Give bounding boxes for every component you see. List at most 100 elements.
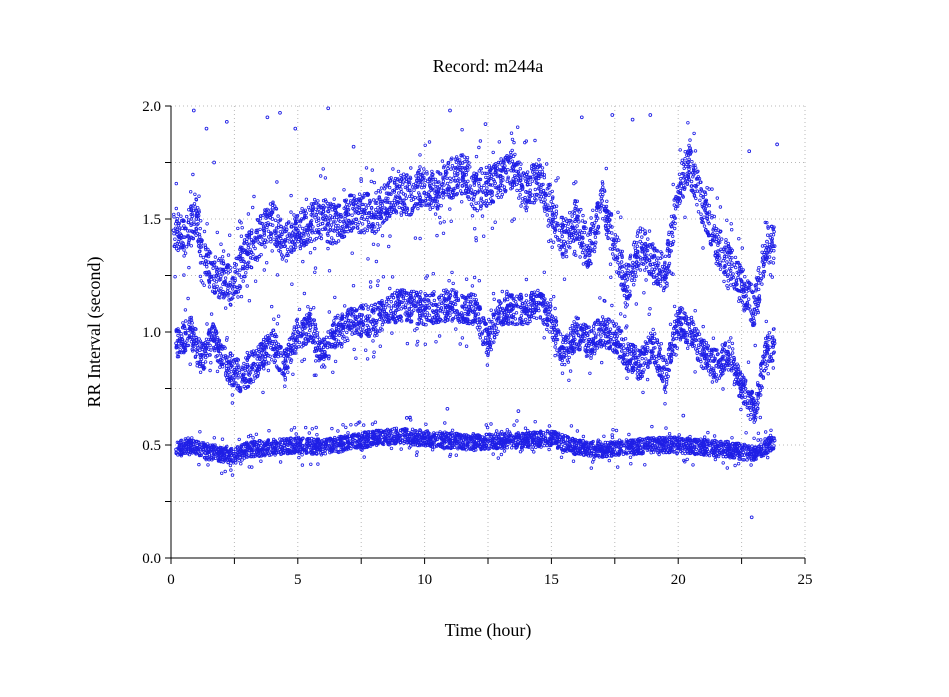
data-point [407, 307, 411, 312]
data-point [379, 316, 383, 320]
data-point [246, 434, 251, 439]
data-point [432, 298, 437, 303]
data-point [323, 365, 327, 369]
data-point [598, 445, 602, 449]
data-point [591, 444, 596, 448]
data-point [437, 431, 442, 436]
data-point [230, 473, 235, 477]
data-point [381, 275, 386, 279]
data-point [492, 328, 497, 333]
data-point [315, 444, 319, 448]
data-point [769, 428, 773, 432]
data-point [491, 452, 495, 456]
data-point [345, 336, 349, 340]
data-point [756, 431, 761, 435]
data-point [592, 457, 596, 462]
data-point [736, 462, 741, 466]
data-point [536, 288, 540, 293]
data-point [419, 319, 424, 323]
data-point [491, 291, 496, 296]
data-point [372, 355, 376, 359]
data-point [271, 328, 276, 332]
data-point [356, 421, 360, 425]
data-point [581, 434, 586, 439]
data-point [254, 432, 259, 436]
data-point [512, 423, 516, 427]
data-point [370, 303, 374, 308]
data-point [705, 444, 709, 448]
data-point [430, 316, 435, 320]
data-point [506, 442, 510, 447]
data-point [183, 308, 188, 312]
data-point [403, 306, 407, 310]
data-point [514, 300, 518, 304]
data-point [259, 351, 264, 355]
data-point [458, 342, 462, 346]
data-point [464, 448, 468, 452]
data-point [480, 442, 484, 446]
data-point [211, 452, 216, 456]
data-point [675, 452, 679, 456]
data-point [291, 372, 295, 376]
data-point [195, 441, 199, 445]
data-point [252, 374, 257, 378]
data-point [245, 455, 249, 459]
data-point [530, 447, 534, 451]
data-point [335, 449, 339, 454]
data-point [454, 327, 458, 331]
data-point [207, 458, 211, 462]
data-point [472, 275, 477, 280]
data-point [216, 451, 220, 455]
data-point [240, 458, 244, 462]
data-point [493, 432, 498, 436]
data-point [591, 460, 595, 464]
data-point [390, 275, 395, 279]
data-point [366, 444, 370, 449]
data-point [306, 305, 310, 309]
data-point [322, 357, 326, 361]
data-point [764, 430, 768, 434]
data-point [373, 302, 377, 307]
data-point [459, 439, 464, 443]
data-point [362, 455, 366, 459]
data-point [477, 328, 481, 332]
data-point [713, 457, 718, 462]
data-point [331, 443, 336, 447]
data-point [337, 333, 342, 337]
data-point [716, 454, 721, 459]
data-point [244, 451, 248, 455]
data-point [300, 345, 304, 349]
data-point [684, 442, 689, 446]
data-point [399, 307, 403, 311]
data-point [209, 361, 213, 365]
data-point [510, 442, 514, 446]
data-point [491, 315, 496, 320]
data-point [178, 439, 183, 443]
data-point [645, 448, 650, 452]
data-point [356, 439, 360, 443]
data-point [250, 452, 254, 457]
data-point [418, 442, 422, 446]
data-point [466, 299, 470, 303]
data-point [450, 428, 455, 432]
data-point [316, 462, 320, 466]
data-point [338, 438, 343, 442]
data-point [278, 448, 282, 452]
data-point [305, 324, 309, 328]
data-point [724, 454, 728, 459]
data-point [524, 277, 529, 282]
data-point [280, 437, 284, 442]
data-point [333, 295, 337, 300]
data-point [607, 458, 611, 463]
data-point [289, 428, 294, 432]
data-point [345, 330, 349, 335]
data-point [188, 362, 192, 366]
data-point [448, 452, 453, 457]
data-point [221, 452, 225, 456]
data-point [376, 435, 380, 439]
data-point [533, 420, 537, 424]
data-point [253, 452, 258, 457]
data-point [407, 446, 412, 450]
data-point [212, 348, 217, 353]
data-point [227, 457, 232, 462]
